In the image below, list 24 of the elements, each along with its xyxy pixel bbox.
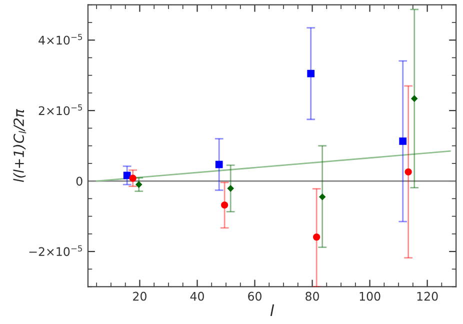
x-tick-label: 120 (417, 292, 438, 301)
point (215, 160, 223, 168)
y-axis-title: l(l+1)C$_{l}$/2π (13, 108, 26, 182)
point (135, 181, 142, 188)
point (221, 201, 228, 209)
point (399, 138, 407, 145)
point (123, 172, 131, 180)
x-tick-label: 20 (133, 292, 146, 301)
y-tick-label: 2×10$^{−5}$ (38, 104, 82, 116)
x-tick-label: 60 (248, 292, 262, 301)
y-tick-label: −2×10$^{−5}$ (29, 245, 82, 256)
point (318, 193, 326, 200)
y-tick-label: 0 (76, 176, 82, 186)
point (307, 70, 315, 78)
y-tick-label: 4×10$^{−5}$ (38, 34, 82, 45)
x-tick-label: 100 (360, 292, 380, 301)
x-tick-label: 80 (306, 292, 319, 301)
point (404, 168, 412, 176)
point (410, 95, 418, 102)
point (129, 174, 136, 182)
point (227, 185, 234, 192)
point (313, 234, 320, 241)
x-axis-title: l (270, 304, 274, 316)
x-tick-label: 40 (190, 292, 204, 301)
